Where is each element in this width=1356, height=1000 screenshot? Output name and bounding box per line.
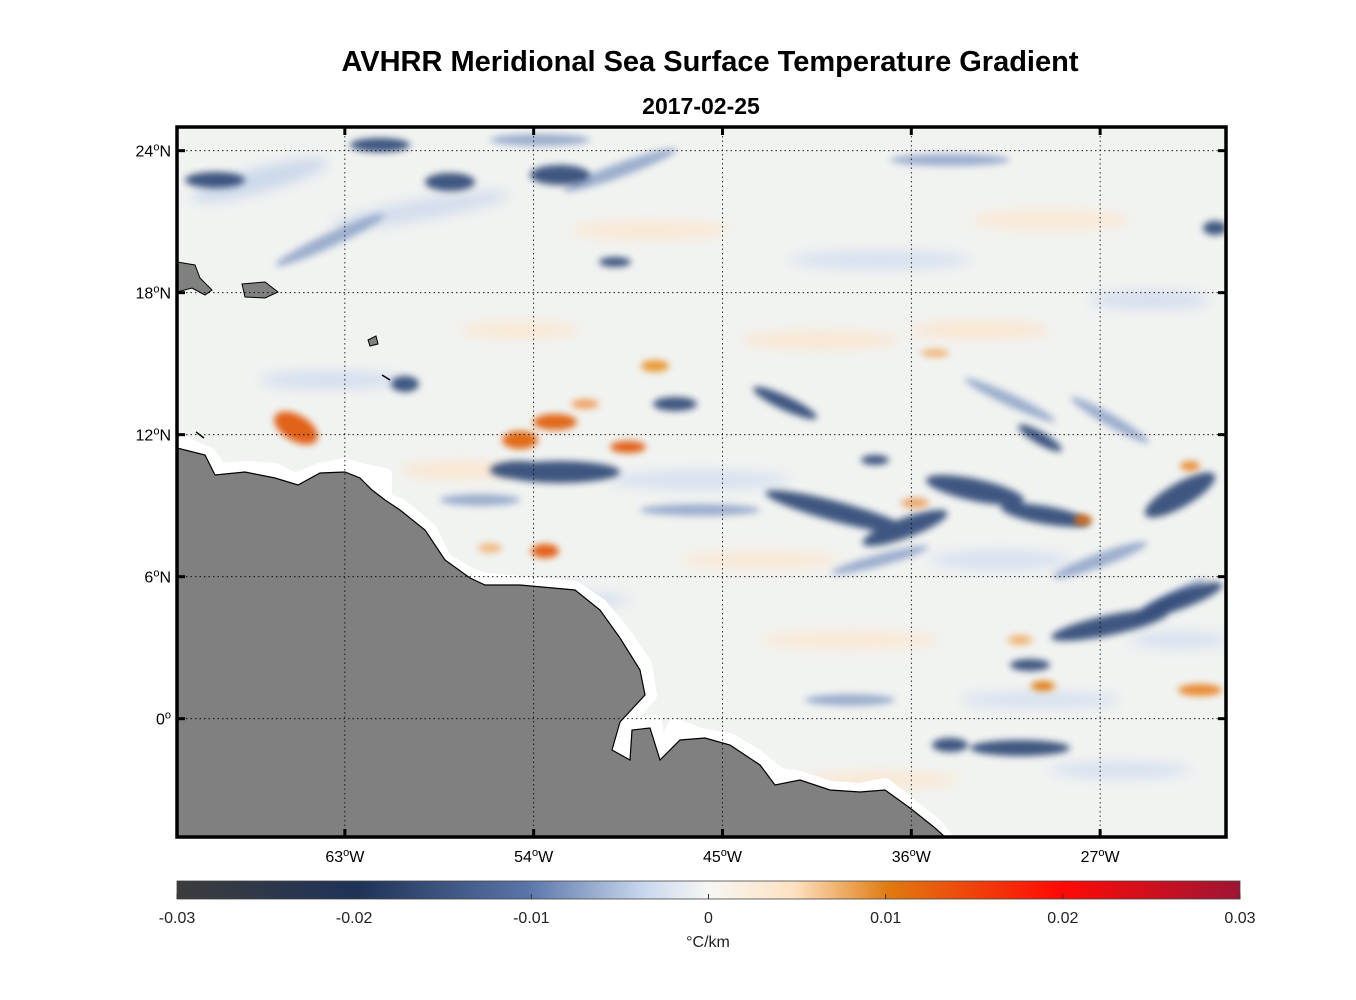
lat-label-24: 24oN bbox=[136, 142, 171, 161]
lon-label-45: 45oW bbox=[703, 847, 743, 866]
colorbar-tick-label: 0 bbox=[704, 910, 713, 927]
colorbar-tick-label: -0.03 bbox=[159, 910, 196, 927]
map-title: AVHRR Meridional Sea Surface Temperature… bbox=[341, 46, 1079, 78]
land-islet bbox=[381, 374, 391, 381]
lat-label-0: 0o bbox=[156, 710, 171, 729]
land-small-island bbox=[367, 335, 379, 347]
axis-ticks: 24oN 18oN 12oN 6oN 0o 63oW 54oW 45oW 36oW 27oW bbox=[136, 127, 1226, 866]
gradient-field bbox=[177, 134, 1226, 837]
lon-label-27: 27oW bbox=[1081, 847, 1121, 866]
map-frame bbox=[175, 125, 1228, 839]
colorbar-units: °C/km bbox=[686, 934, 730, 951]
graticule bbox=[177, 127, 1226, 837]
colorbar-tick-label: 0.01 bbox=[870, 910, 901, 927]
colorbar-tick-label: 0.03 bbox=[1224, 910, 1255, 927]
lat-label-6: 6oN bbox=[144, 568, 171, 587]
land-virgin-islands bbox=[241, 281, 279, 299]
colorbar-ticks: -0.03 -0.02 -0.01 0 0.01 0.02 0.03 bbox=[159, 894, 1256, 927]
map-date: 2017-02-25 bbox=[642, 93, 760, 119]
lon-label-36: 36oW bbox=[892, 847, 932, 866]
colorbar-tick-label: -0.02 bbox=[336, 910, 373, 927]
lat-label-18: 18oN bbox=[136, 284, 171, 303]
land-south-america bbox=[177, 447, 946, 837]
colorbar-tick-label: -0.01 bbox=[513, 910, 550, 927]
lon-label-63: 63oW bbox=[325, 847, 365, 866]
colorbar-tick-label: 0.02 bbox=[1047, 910, 1078, 927]
lat-label-12: 12oN bbox=[136, 426, 171, 445]
lon-label-54: 54oW bbox=[514, 847, 554, 866]
